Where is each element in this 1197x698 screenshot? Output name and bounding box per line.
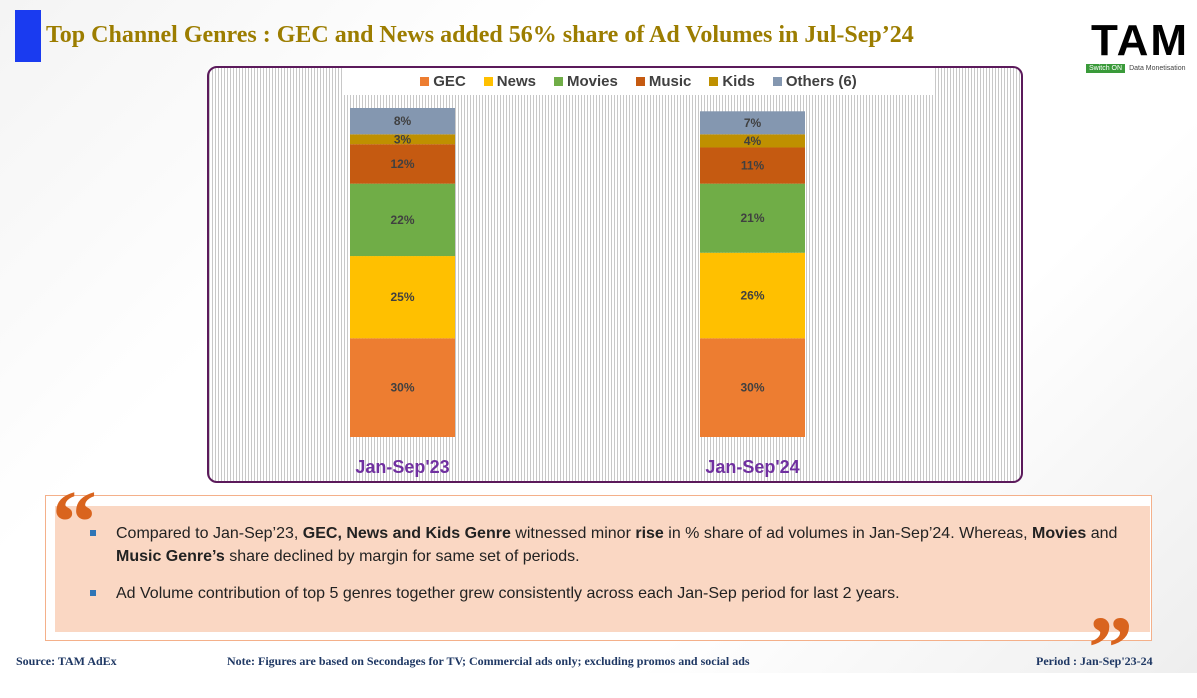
logo-subtitle: Data Monetisation	[1129, 65, 1186, 72]
logo-brand: TAM	[1090, 16, 1190, 65]
legend-swatch	[553, 77, 563, 86]
bullet: Compared to Jan-Sep’23, GEC, News and Ki…	[90, 522, 1130, 568]
bar-segment	[350, 134, 455, 145]
bullet-text: Ad Volume contribution of top 5 genres t…	[116, 585, 900, 602]
note: Note: Figures are based on Secondages fo…	[227, 654, 750, 668]
bullet-text: rise	[635, 525, 664, 542]
quote-open: “	[52, 473, 97, 572]
insight-panel	[55, 506, 1150, 632]
bullet-text: Compared to Jan-Sep’23,	[116, 525, 303, 542]
value-label: 7%	[744, 116, 762, 130]
value-label: 11%	[741, 159, 765, 173]
legend-item: Movies	[553, 73, 618, 90]
value-label: 21%	[740, 211, 764, 225]
bar-segment	[700, 338, 805, 437]
chart: 30% 25% 22% 12% 3% 8% Jan-Sep'23 30% 26% 21% 11% 4%…	[350, 108, 805, 477]
chart-frame	[207, 66, 1023, 483]
bar-segment	[700, 252, 805, 339]
category-label: Jan-Sep'24	[705, 457, 799, 477]
value-label: 3%	[394, 132, 412, 146]
legend-item: Music	[635, 73, 692, 90]
legend-item: News	[483, 73, 536, 90]
bullet-text: witnessed minor	[510, 525, 636, 542]
title-marker	[15, 10, 41, 62]
legend-swatch	[420, 77, 430, 86]
bar-segment	[700, 147, 805, 184]
legend-swatch	[483, 77, 493, 86]
value-label: 26%	[740, 289, 764, 303]
bullet: Ad Volume contribution of top 5 genres t…	[90, 582, 1130, 605]
value-label: 4%	[744, 134, 762, 148]
value-label: 8%	[394, 114, 412, 128]
legend-label: Others (6)	[785, 73, 857, 90]
bar-segment	[700, 183, 805, 253]
legend: GEC News Movies Music Kids Others (6)	[342, 68, 935, 95]
value-label: 12%	[390, 157, 414, 171]
value-label: 30%	[390, 381, 414, 395]
category-label: Jan-Sep'23	[355, 457, 449, 477]
bullet-text: Movies	[1032, 525, 1087, 542]
bullet-text: in % share of ad volumes in Jan-Sep’24. …	[663, 525, 1032, 542]
legend-item: Others (6)	[772, 73, 857, 90]
source: Source: TAM AdEx	[16, 654, 117, 668]
logo: TAM Switch ON Data Monetisation	[1086, 18, 1194, 82]
logo-tag: Switch ON	[1086, 64, 1126, 73]
bar-segment	[350, 144, 455, 184]
slide-title: Top Channel Genres : GEC and News added …	[46, 22, 914, 48]
bar-segment	[350, 256, 455, 339]
bullet-text: Music Genre’s	[116, 548, 225, 565]
value-label: 22%	[390, 213, 414, 227]
bullet-text: GEC, News and Kids Genre	[302, 525, 511, 542]
bar-segment	[350, 183, 455, 257]
period: Period : Jan-Sep'23-24	[1036, 654, 1153, 668]
legend-label: Music	[648, 73, 692, 90]
legend-label: Kids	[722, 73, 755, 90]
legend-item: Kids	[709, 73, 755, 90]
legend-label: Movies	[566, 73, 618, 90]
bullet-text: and	[1086, 525, 1118, 542]
bar-segment	[350, 338, 455, 437]
value-label: 30%	[740, 381, 764, 395]
value-label: 25%	[390, 290, 414, 304]
bar-segment	[700, 111, 805, 135]
legend-swatch	[635, 77, 645, 86]
bullet-list: Compared to Jan-Sep’23, GEC, News and Ki…	[90, 522, 1130, 619]
bullet-text: share declined by margin for same set of…	[224, 548, 580, 565]
legend-swatch	[772, 77, 782, 86]
legend-item: GEC	[420, 73, 466, 90]
bar-segment	[350, 108, 455, 135]
legend-label: News	[496, 73, 536, 90]
legend-swatch	[709, 77, 719, 86]
legend-label: GEC	[433, 73, 466, 90]
bar-segment	[700, 134, 805, 148]
